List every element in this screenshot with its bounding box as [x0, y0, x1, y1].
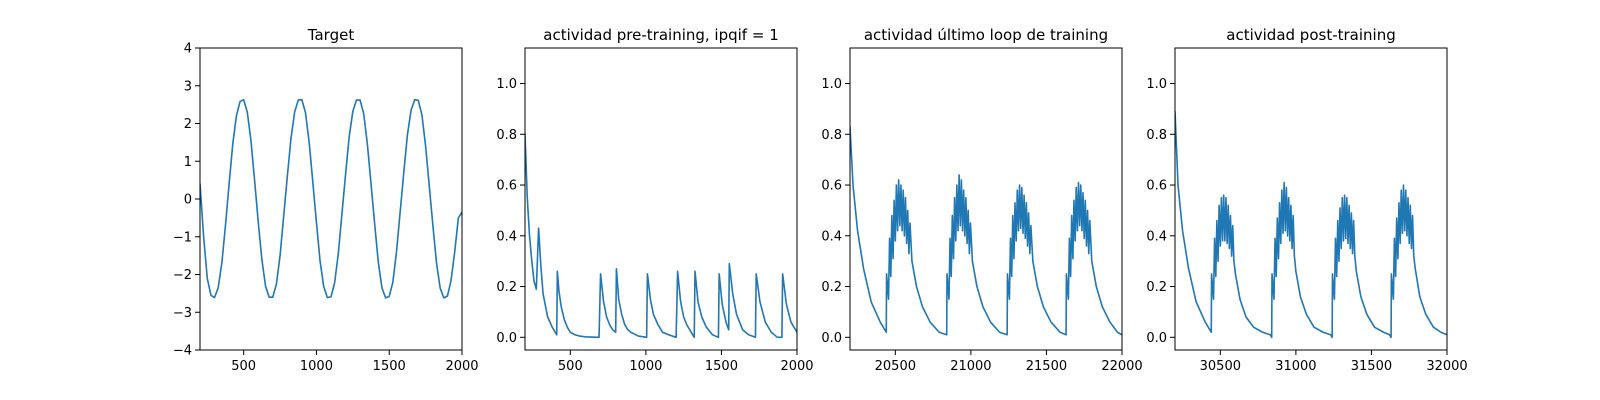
x-tick-label: 32000: [1426, 359, 1467, 374]
series-line: [525, 133, 797, 339]
y-tick-label: 0: [184, 193, 192, 208]
y-tick-label: 3: [184, 79, 192, 94]
x-tick-label: 21500: [1026, 359, 1067, 374]
y-tick-label: 4: [184, 42, 192, 57]
y-tick-label: 0.0: [496, 331, 517, 346]
plot-frame: [1174, 47, 1448, 351]
y-tick-label: 0.2: [1146, 280, 1167, 295]
y-tick-label: 2: [184, 117, 192, 132]
y-tick-label: 1.0: [1146, 77, 1167, 92]
panel-title: actividad post-training: [1226, 26, 1395, 44]
plot-frame: [524, 47, 798, 351]
series-line: [200, 98, 462, 299]
y-tick-label: 0.4: [821, 229, 842, 244]
plot-frame: [849, 47, 1123, 351]
panel-pre-training: actividad pre-training, ipqif = 1 500 100…: [496, 26, 813, 374]
x-tick-label: 1500: [373, 359, 406, 374]
y-tick-label: 0.6: [821, 179, 842, 194]
series-line: [850, 125, 1122, 336]
x-tick-label: 31000: [1275, 359, 1316, 374]
y-tick-label: 1.0: [496, 77, 517, 92]
x-tick-label: 20500: [875, 359, 916, 374]
y-tick-label: 0.2: [496, 280, 517, 295]
x-tick-label: 1000: [629, 359, 662, 374]
panel-title: actividad pre-training, ipqif = 1: [543, 26, 779, 44]
y-tick-label: 0.4: [1146, 229, 1167, 244]
y-tick-label: 0.0: [821, 331, 842, 346]
x-tick-label: 31500: [1351, 359, 1392, 374]
y-tick-label: 0.2: [821, 280, 842, 295]
panel-last-training-loop: actividad último loop de training 20500 2…: [821, 26, 1142, 374]
x-tick-label: 1500: [705, 359, 738, 374]
panel-target: Target 500 1000 1500 2000 −4 −3 −2 −1 0 1 2 3 4: [173, 26, 479, 374]
series-line: [1175, 110, 1447, 339]
y-tick-label: 1: [184, 155, 192, 170]
x-tick-label: 2000: [445, 359, 478, 374]
y-tick-label: 0.6: [496, 179, 517, 194]
x-tick-label: 1000: [300, 359, 333, 374]
panel-title: actividad último loop de training: [864, 26, 1108, 44]
x-tick-label: 2000: [780, 359, 813, 374]
y-tick-label: 0.8: [496, 128, 517, 143]
panel-title: Target: [307, 26, 355, 44]
y-tick-label: −3: [173, 306, 192, 321]
x-tick-label: 500: [558, 359, 583, 374]
y-tick-label: −1: [173, 230, 192, 245]
x-tick-label: 22000: [1101, 359, 1142, 374]
y-tick-label: 0.8: [1146, 128, 1167, 143]
x-tick-label: 500: [231, 359, 256, 374]
x-tick-label: 21000: [950, 359, 991, 374]
panel-post-training: actividad post-training 30500 31000 31500 3…: [1146, 26, 1467, 374]
y-tick-label: −2: [173, 268, 192, 283]
y-tick-label: 0.0: [1146, 331, 1167, 346]
y-tick-label: 0.8: [821, 128, 842, 143]
y-tick-label: 0.6: [1146, 179, 1167, 194]
y-tick-label: 0.4: [496, 229, 517, 244]
x-tick-label: 30500: [1200, 359, 1241, 374]
y-tick-label: 1.0: [821, 77, 842, 92]
y-tick-label: −4: [173, 344, 192, 359]
